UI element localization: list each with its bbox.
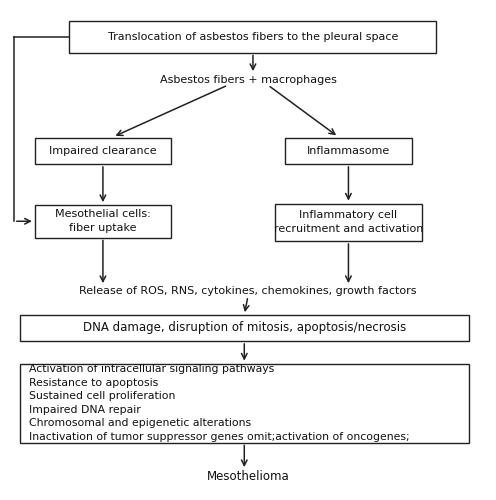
FancyBboxPatch shape — [69, 22, 436, 52]
Text: Release of ROS, RNS, cytokines, chemokines, growth factors: Release of ROS, RNS, cytokines, chemokin… — [79, 286, 417, 296]
Text: DNA damage, disruption of mitosis, apoptosis/necrosis: DNA damage, disruption of mitosis, apopt… — [83, 322, 406, 334]
Text: Impaired clearance: Impaired clearance — [49, 146, 157, 156]
FancyBboxPatch shape — [285, 138, 412, 164]
FancyBboxPatch shape — [275, 204, 422, 241]
Text: Mesothelial cells:
fiber uptake: Mesothelial cells: fiber uptake — [55, 210, 151, 233]
FancyBboxPatch shape — [20, 315, 469, 341]
Text: Asbestos fibers + macrophages: Asbestos fibers + macrophages — [160, 75, 336, 85]
FancyBboxPatch shape — [35, 205, 171, 238]
FancyBboxPatch shape — [20, 364, 469, 442]
Text: Translocation of asbestos fibers to the pleural space: Translocation of asbestos fibers to the … — [108, 32, 398, 42]
FancyBboxPatch shape — [35, 138, 171, 164]
Text: Inflammatory cell
recruitment and activation: Inflammatory cell recruitment and activa… — [274, 210, 423, 234]
Text: Inflammasome: Inflammasome — [307, 146, 390, 156]
Text: Activation of intracellular signaling pathways
Resistance to apoptosis
Sustained: Activation of intracellular signaling pa… — [29, 364, 409, 442]
Text: Mesothelioma: Mesothelioma — [207, 470, 289, 482]
